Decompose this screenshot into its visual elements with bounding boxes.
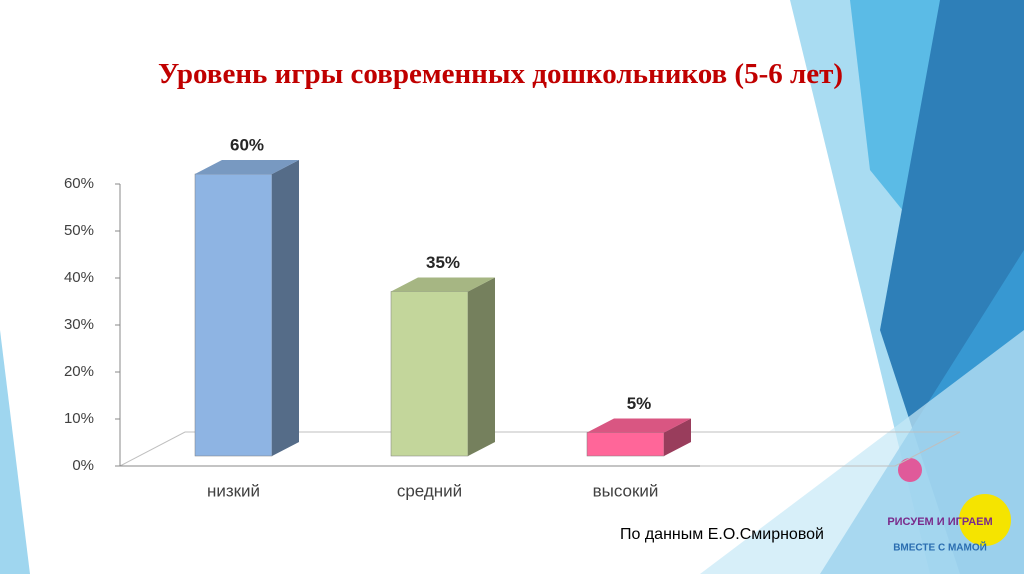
bar-top-shade — [587, 418, 691, 433]
y-tick-label: 60% — [64, 175, 94, 192]
bar-top — [587, 418, 691, 433]
logo-text: ВМЕСТЕ С МАМОЙ — [893, 541, 987, 554]
y-tick-label: 0% — [72, 457, 94, 474]
bar — [390, 277, 495, 457]
value-label: 35% — [426, 253, 460, 272]
logo-text: РИСУЕМ И ИГРАЕМ — [887, 516, 992, 528]
bar-top — [195, 160, 299, 174]
y-tick-label: 50% — [64, 222, 94, 239]
value-label: 5% — [627, 394, 652, 413]
plot-area: 0% 10% 20% 30% 40% 50% 60% 60% низкий 35% средний 5… — [64, 135, 961, 500]
bar-side — [272, 160, 299, 456]
bar-side — [664, 418, 691, 456]
bar-side-shade — [664, 418, 691, 456]
chart-title: Уровень игры современных дошкольников (5… — [158, 58, 844, 90]
source-note: По данным Е.О.Смирновой — [620, 526, 824, 543]
value-label: 60% — [230, 135, 264, 154]
bar-side-shade — [272, 160, 299, 456]
bar — [586, 418, 691, 457]
y-tick-label: 40% — [64, 269, 94, 286]
logo: РИСУЕМ И ИГРАЕМ ВМЕСТЕ С МАМОЙ — [887, 458, 1011, 554]
bar-front — [586, 432, 665, 457]
bar-side-shade — [468, 277, 495, 456]
bar-front — [390, 291, 469, 457]
bar-side — [468, 277, 495, 456]
bar — [194, 160, 299, 457]
y-tick-label: 30% — [64, 316, 94, 333]
y-tick-label: 10% — [64, 410, 94, 427]
x-tick-label: средний — [397, 481, 462, 500]
bar-front — [194, 173, 273, 457]
bar-top — [391, 277, 495, 292]
y-tick-label: 20% — [64, 363, 94, 380]
bar-top-shade — [391, 277, 495, 292]
bar-top-shade — [195, 160, 299, 174]
x-tick-label: высокий — [593, 481, 659, 500]
x-tick-label: низкий — [207, 481, 260, 500]
